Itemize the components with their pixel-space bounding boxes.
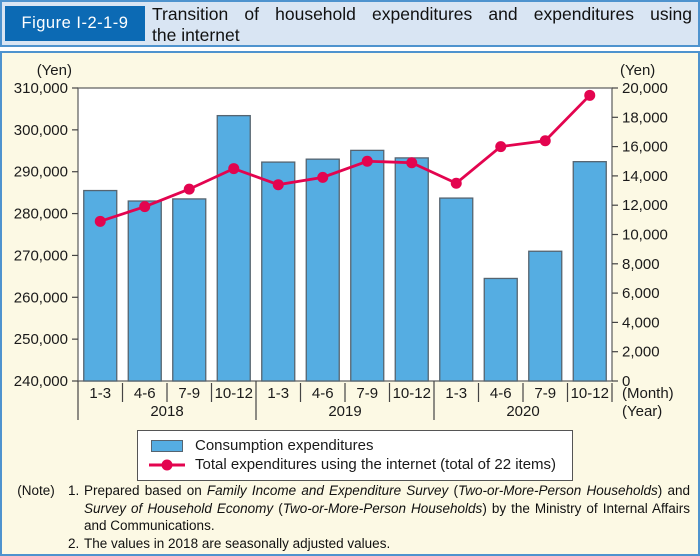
data-point-11 xyxy=(584,89,596,101)
data-point-6 xyxy=(361,155,373,167)
x-tick-label: 4-6 xyxy=(134,385,156,402)
x-tick-label: 4-6 xyxy=(490,385,512,402)
plot-area xyxy=(77,87,613,382)
x-tick-label: 7-9 xyxy=(178,385,200,402)
left-axis-tick-label: 300,000 xyxy=(14,122,68,139)
bar-10 xyxy=(528,250,563,382)
figure-title-line2: the internet xyxy=(152,25,240,45)
data-point-0 xyxy=(94,215,106,227)
data-point-3 xyxy=(228,163,240,175)
x-tick-label: 4-6 xyxy=(312,385,334,402)
internet-expenditure-line xyxy=(99,94,591,223)
figure-title-line1: Transition of household expenditures and… xyxy=(152,4,692,24)
x-tick-label: 7-9 xyxy=(356,385,378,402)
left-axis-tick-label: 290,000 xyxy=(14,164,68,181)
line-marker-icon xyxy=(149,459,185,470)
right-axis-tick-label: 8,000 xyxy=(622,256,660,273)
note-label xyxy=(10,535,62,553)
left-axis-tick-label: 250,000 xyxy=(14,331,68,348)
data-point-7 xyxy=(406,157,418,169)
bar-11 xyxy=(572,161,607,382)
figure-number-badge: Figure I-2-1-9 xyxy=(5,6,145,41)
left-axis-tick-label: 310,000 xyxy=(14,80,68,97)
note-number: 1. xyxy=(68,483,80,498)
chart-legend: Consumption expenditures Total expenditu… xyxy=(137,430,573,481)
right-axis-tick-label: 16,000 xyxy=(622,139,668,156)
left-axis-tick-label: 270,000 xyxy=(14,247,68,264)
x-tick-label: 10-12 xyxy=(393,385,431,402)
year-label: 2020 xyxy=(506,403,539,420)
right-axis-tick-label: 6,000 xyxy=(622,285,660,302)
right-axis-tick-label: 10,000 xyxy=(622,227,668,244)
note-number: 2. xyxy=(68,535,80,551)
x-tick-label: 10-12 xyxy=(571,385,609,402)
note-text: Prepared based on Family Income and Expe… xyxy=(84,483,691,533)
note-row-2: 2. The values in 2018 are seasonally adju… xyxy=(10,535,694,553)
data-point-9 xyxy=(495,141,507,153)
legend-row-bars: Consumption expenditures xyxy=(148,436,562,455)
bar-2 xyxy=(172,198,207,382)
bar-7 xyxy=(394,157,429,382)
bar-swatch-icon xyxy=(151,439,183,452)
left-axis-tick-label: 240,000 xyxy=(14,373,68,390)
data-point-4 xyxy=(272,179,284,191)
left-axis-unit-label: (Yen) xyxy=(37,62,72,79)
note-label: (Note) xyxy=(17,483,55,498)
x-tick-label: 1-3 xyxy=(445,385,467,402)
left-axis-tick-label: 280,000 xyxy=(14,206,68,223)
bar-8 xyxy=(439,197,474,382)
note-text: The values in 2018 are seasonally adjust… xyxy=(84,535,391,551)
bar-4 xyxy=(261,161,296,382)
right-axis-tick-label: 4,000 xyxy=(622,314,660,331)
chart-canvas: 240,000 250,000 260,000 270,000 280,000 290,0… xyxy=(14,62,674,420)
legend-line-label: Total expenditures using the internet (t… xyxy=(195,456,557,473)
right-axis-tick-label: 18,000 xyxy=(622,109,668,126)
right-axis-tick-label: 2,000 xyxy=(622,344,660,361)
right-axis-tick-label: 12,000 xyxy=(622,197,668,214)
month-axis-caption: (Month) xyxy=(622,385,674,402)
right-axis-tick-label: 20,000 xyxy=(622,80,668,97)
legend-row-line: Total expenditures using the internet (t… xyxy=(148,455,562,474)
figure-number-label: Figure I-2-1-9 xyxy=(21,14,129,32)
right-axis-tick-label: 0 xyxy=(622,373,630,390)
year-axis-caption: (Year) xyxy=(622,403,662,420)
year-label: 2018 xyxy=(150,403,183,420)
figure-header: Figure I-2-1-9 Transition of household e… xyxy=(0,0,700,47)
bar-9 xyxy=(483,277,518,382)
x-tick-label: 10-12 xyxy=(215,385,253,402)
bar-3 xyxy=(216,114,251,382)
x-tick-label: 7-9 xyxy=(534,385,556,402)
x-tick-label: 1-3 xyxy=(267,385,289,402)
data-point-8 xyxy=(450,177,462,189)
data-point-2 xyxy=(183,183,195,195)
data-point-1 xyxy=(139,201,151,213)
data-point-5 xyxy=(317,171,329,183)
source-notes: (Note) 1. Prepared based on Family Income … xyxy=(10,482,694,552)
bar-6 xyxy=(350,149,385,382)
right-axis-unit-label: (Yen) xyxy=(620,62,655,79)
data-point-10 xyxy=(539,135,551,147)
legend-bar-label: Consumption expenditures xyxy=(195,437,374,454)
left-axis-tick-label: 260,000 xyxy=(14,289,68,306)
note-row-1: (Note) 1. Prepared based on Family Income … xyxy=(10,482,694,535)
x-tick-label: 1-3 xyxy=(89,385,111,402)
right-axis-tick-label: 14,000 xyxy=(622,168,668,185)
figure-title: Transition of household expenditures and… xyxy=(152,4,692,46)
year-label: 2019 xyxy=(328,403,361,420)
bar-1 xyxy=(127,200,162,382)
chart-panel: 240,000 250,000 260,000 270,000 280,000 290,0… xyxy=(0,51,700,556)
bar-5 xyxy=(305,158,340,382)
